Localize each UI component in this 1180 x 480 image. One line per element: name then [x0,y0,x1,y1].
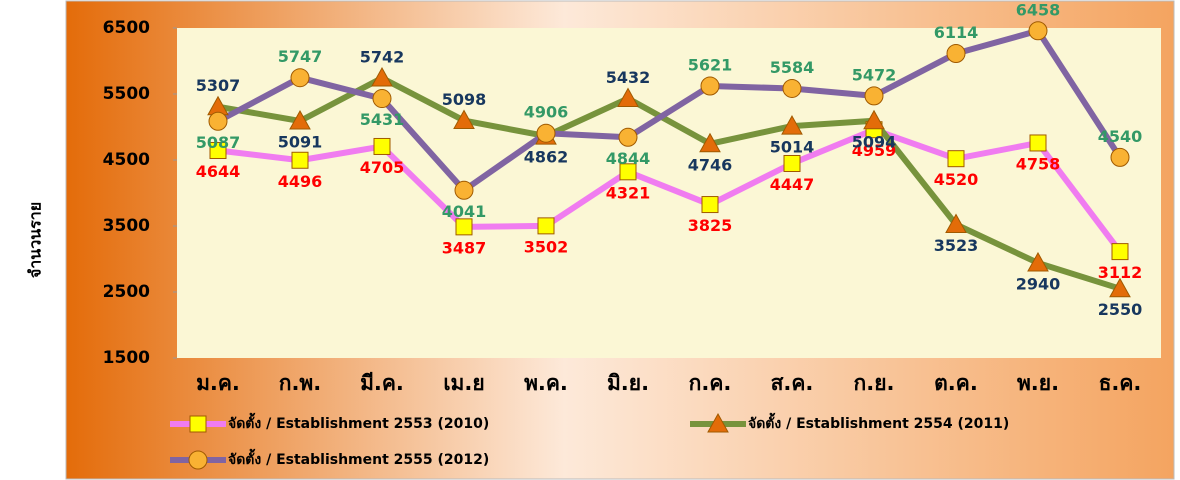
data-label: 5014 [770,138,815,157]
data-label: 5431 [360,110,405,129]
data-point [455,218,473,236]
legend-label: จัดตั้ง / Establishment 2555 (2012) [228,448,489,468]
data-point [536,123,556,143]
data-point [209,141,227,159]
y-tick-label: 6500 [103,18,150,38]
legend-label: จัดตั้ง / Establishment 2554 (2011) [748,412,1009,432]
data-label: 4447 [770,175,815,194]
data-label: 5742 [360,48,405,67]
data-point [864,86,884,106]
data-point [1028,21,1048,41]
data-point [372,89,392,109]
y-tick-label: 5500 [103,84,150,104]
x-tick-label: เม.ย [443,371,484,395]
legend-label: จัดตั้ง / Establishment 2553 (2010) [228,412,489,432]
data-point [1110,147,1130,167]
data-label: 4844 [606,149,651,168]
y-tick-label: 2500 [103,282,150,302]
data-label: 3502 [524,237,569,256]
data-point [617,87,639,107]
data-label: 4644 [196,162,241,181]
data-point [947,150,965,168]
x-tick-label: ต.ค. [934,371,978,395]
data-label: 6458 [1016,0,1061,19]
x-tick-label: พ.ย. [1017,371,1059,395]
data-label: 4520 [934,170,979,189]
data-label: 2550 [1098,300,1143,319]
series-line [217,126,1123,254]
data-point [1029,134,1047,152]
legend-marker [707,412,729,433]
data-label: 3112 [1098,263,1143,282]
data-point [699,132,721,153]
x-tick-label: ธ.ค. [1099,371,1142,395]
data-point [373,137,391,155]
y-tick-label: 3500 [103,216,150,236]
y-tick-label: 1500 [103,348,150,368]
data-label: 4746 [688,155,733,174]
data-label: 4705 [360,158,405,177]
data-point [781,115,803,135]
data-label: 5091 [278,132,323,151]
data-label: 5472 [852,65,897,84]
data-point [701,196,719,214]
data-label: 4959 [852,141,897,160]
data-point [619,163,637,181]
data-label: 3523 [934,236,979,255]
data-label: 4540 [1098,127,1143,146]
plot-area [177,28,1161,358]
data-label: 5621 [688,56,733,75]
data-point [291,151,309,169]
data-label: 5087 [196,133,241,152]
data-point [700,76,720,96]
data-point [290,68,310,88]
legend-marker [189,415,207,433]
y-axis-title: จำนวนราย [26,202,45,278]
data-point [453,109,475,130]
data-label: 2940 [1016,274,1061,293]
data-point [946,43,966,63]
data-point [782,78,802,98]
series-line [217,75,1121,292]
x-tick-label: ก.พ. [279,371,322,395]
data-point [1111,243,1129,261]
data-point [208,111,228,131]
data-point [863,109,885,130]
data-point [289,109,311,130]
y-tick-label: 4500 [103,150,150,170]
x-tick-label: ก.ค. [689,371,732,395]
data-label: 5747 [278,47,323,66]
data-label: 4758 [1016,154,1061,173]
x-tick-label: ส.ค. [771,371,814,395]
data-label: 3487 [442,238,487,257]
data-label: 4321 [606,183,651,202]
data-point [1109,277,1131,298]
data-point [783,154,801,172]
x-tick-label: ก.ย. [854,371,895,395]
data-label: 5307 [196,76,241,95]
x-tick-label: ม.ค. [196,371,240,395]
data-point [618,127,638,147]
data-point [371,66,393,87]
data-label: 5098 [442,90,487,109]
legend-marker [188,450,208,470]
data-point [945,213,967,233]
data-label: 4496 [278,172,323,191]
x-tick-label: มิ.ย. [607,371,649,395]
data-point [454,180,474,200]
data-point [1027,251,1049,272]
data-label: 5584 [770,58,815,77]
data-label: 3825 [688,216,733,235]
data-label: 5094 [852,132,897,151]
x-tick-label: มี.ค. [360,371,404,395]
data-label: 4906 [524,103,569,122]
data-label: 4041 [442,202,487,221]
data-label: 6114 [934,23,979,42]
data-label: 5432 [606,68,651,87]
series-line [216,27,1123,194]
data-point [537,217,555,235]
data-label: 4862 [524,148,569,167]
x-tick-label: พ.ค. [524,371,568,395]
